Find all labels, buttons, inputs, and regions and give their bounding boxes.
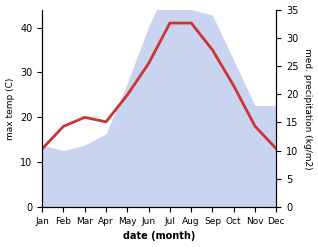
X-axis label: date (month): date (month)	[123, 231, 196, 242]
Y-axis label: max temp (C): max temp (C)	[5, 77, 15, 140]
Y-axis label: med. precipitation (kg/m2): med. precipitation (kg/m2)	[303, 48, 313, 169]
